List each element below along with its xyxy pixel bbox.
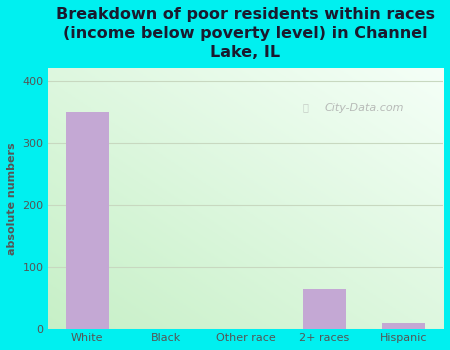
Bar <box>66 112 109 329</box>
Text: 🔍: 🔍 <box>303 102 309 112</box>
Bar <box>382 323 425 329</box>
Bar <box>303 289 346 329</box>
Title: Breakdown of poor residents within races
(income below poverty level) in Channel: Breakdown of poor residents within races… <box>56 7 435 60</box>
Y-axis label: absolute numbers: absolute numbers <box>7 142 17 255</box>
Text: City-Data.com: City-Data.com <box>324 103 404 112</box>
